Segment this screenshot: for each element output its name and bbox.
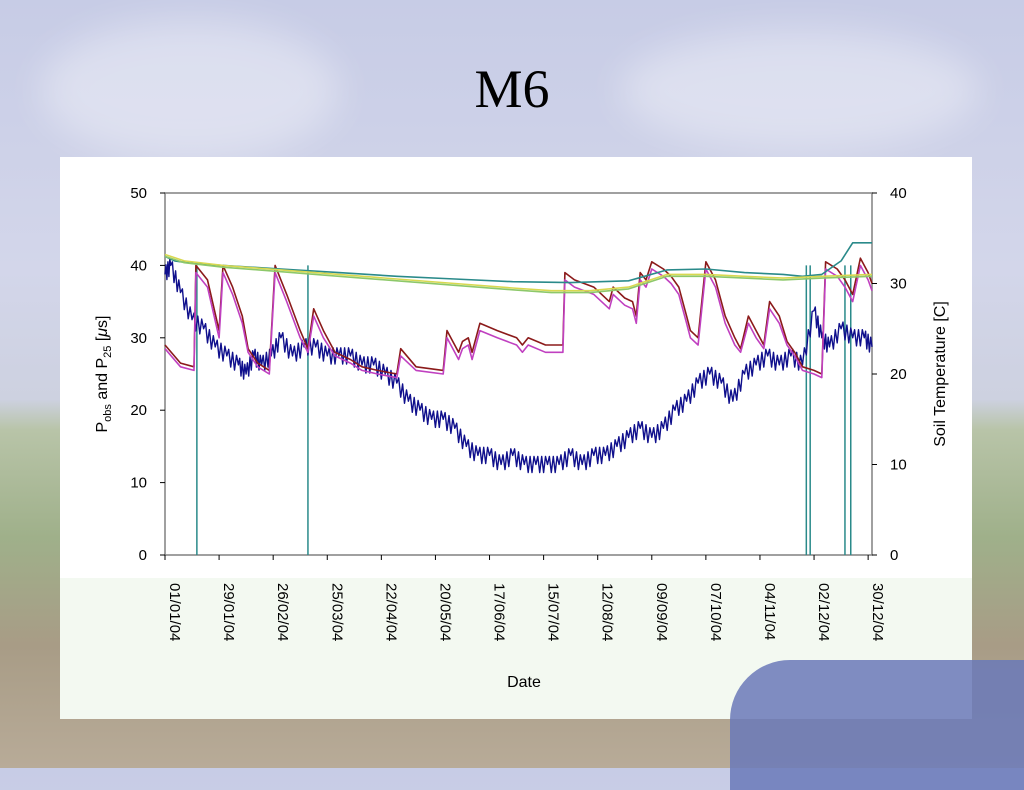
right-axis: 0 10 20 30 40 (872, 185, 907, 564)
left-axis-title: Pobs and P25 [μs] (94, 315, 114, 432)
x-axis: 01/01/04 29/01/04 26/02/04 25/03/04 22/04/04… (164, 555, 886, 641)
x-tick-label: 22/04/04 (382, 583, 399, 641)
left-tick-label: 40 (130, 257, 147, 274)
right-tick-label: 40 (890, 185, 907, 202)
x-tick-label: 26/02/04 (274, 583, 291, 641)
right-tick-label: 0 (890, 547, 898, 564)
x-tick-label: 15/07/04 (545, 583, 562, 641)
series-line-5 (164, 255, 873, 294)
cloud (620, 30, 980, 150)
left-axis-title-mu: μ (94, 328, 111, 338)
right-axis-title: Soil Temperature [C] (932, 301, 949, 447)
x-tick-label: 17/06/04 (491, 583, 508, 641)
left-axis-title-mid: and P (94, 358, 111, 404)
left-tick-label: 20 (130, 402, 147, 419)
left-tick-label: 10 (130, 475, 147, 492)
left-tick-label: 50 (130, 185, 147, 202)
cloud (40, 20, 340, 160)
x-tick-label: 12/08/04 (599, 583, 616, 641)
right-tick-label: 30 (890, 276, 907, 293)
series-layer (164, 242, 873, 555)
series-line-4 (164, 253, 873, 292)
series-line-0 (164, 258, 873, 474)
plot-area (164, 192, 873, 556)
right-tick-label: 20 (890, 366, 907, 383)
left-axis-title-sub1: obs (102, 404, 114, 422)
x-tick-label: 29/01/04 (220, 583, 237, 641)
x-tick-label: 02/12/04 (815, 583, 832, 641)
left-axis-title-tail: [ (94, 336, 111, 345)
left-axis-title-unit: s] (94, 315, 111, 327)
x-tick-label: 01/01/04 (166, 583, 183, 641)
x-tick-label: 20/05/04 (436, 583, 453, 641)
right-tick-label: 10 (890, 457, 907, 474)
series-line-1 (164, 257, 873, 375)
x-axis-title: Date (507, 674, 541, 691)
left-axis-title-sub2: 25 (102, 346, 114, 358)
x-tick-label: 30/12/04 (869, 583, 886, 641)
x-tick-label: 04/11/04 (761, 583, 778, 640)
left-axis: 0 10 20 30 40 50 (130, 185, 165, 564)
slide-title: M6 (474, 59, 550, 119)
left-axis-title-main: P (94, 422, 111, 433)
left-tick-label: 30 (130, 330, 147, 347)
x-tick-label: 09/09/04 (653, 583, 670, 641)
x-tick-label: 25/03/04 (328, 583, 345, 641)
x-tick-label: 07/10/04 (707, 583, 724, 641)
series-line-2 (164, 264, 873, 379)
left-tick-label: 0 (139, 547, 147, 564)
chart: 0 10 20 30 40 50 0 10 20 30 40 01/01/04 29/01/04 26… (94, 185, 949, 691)
